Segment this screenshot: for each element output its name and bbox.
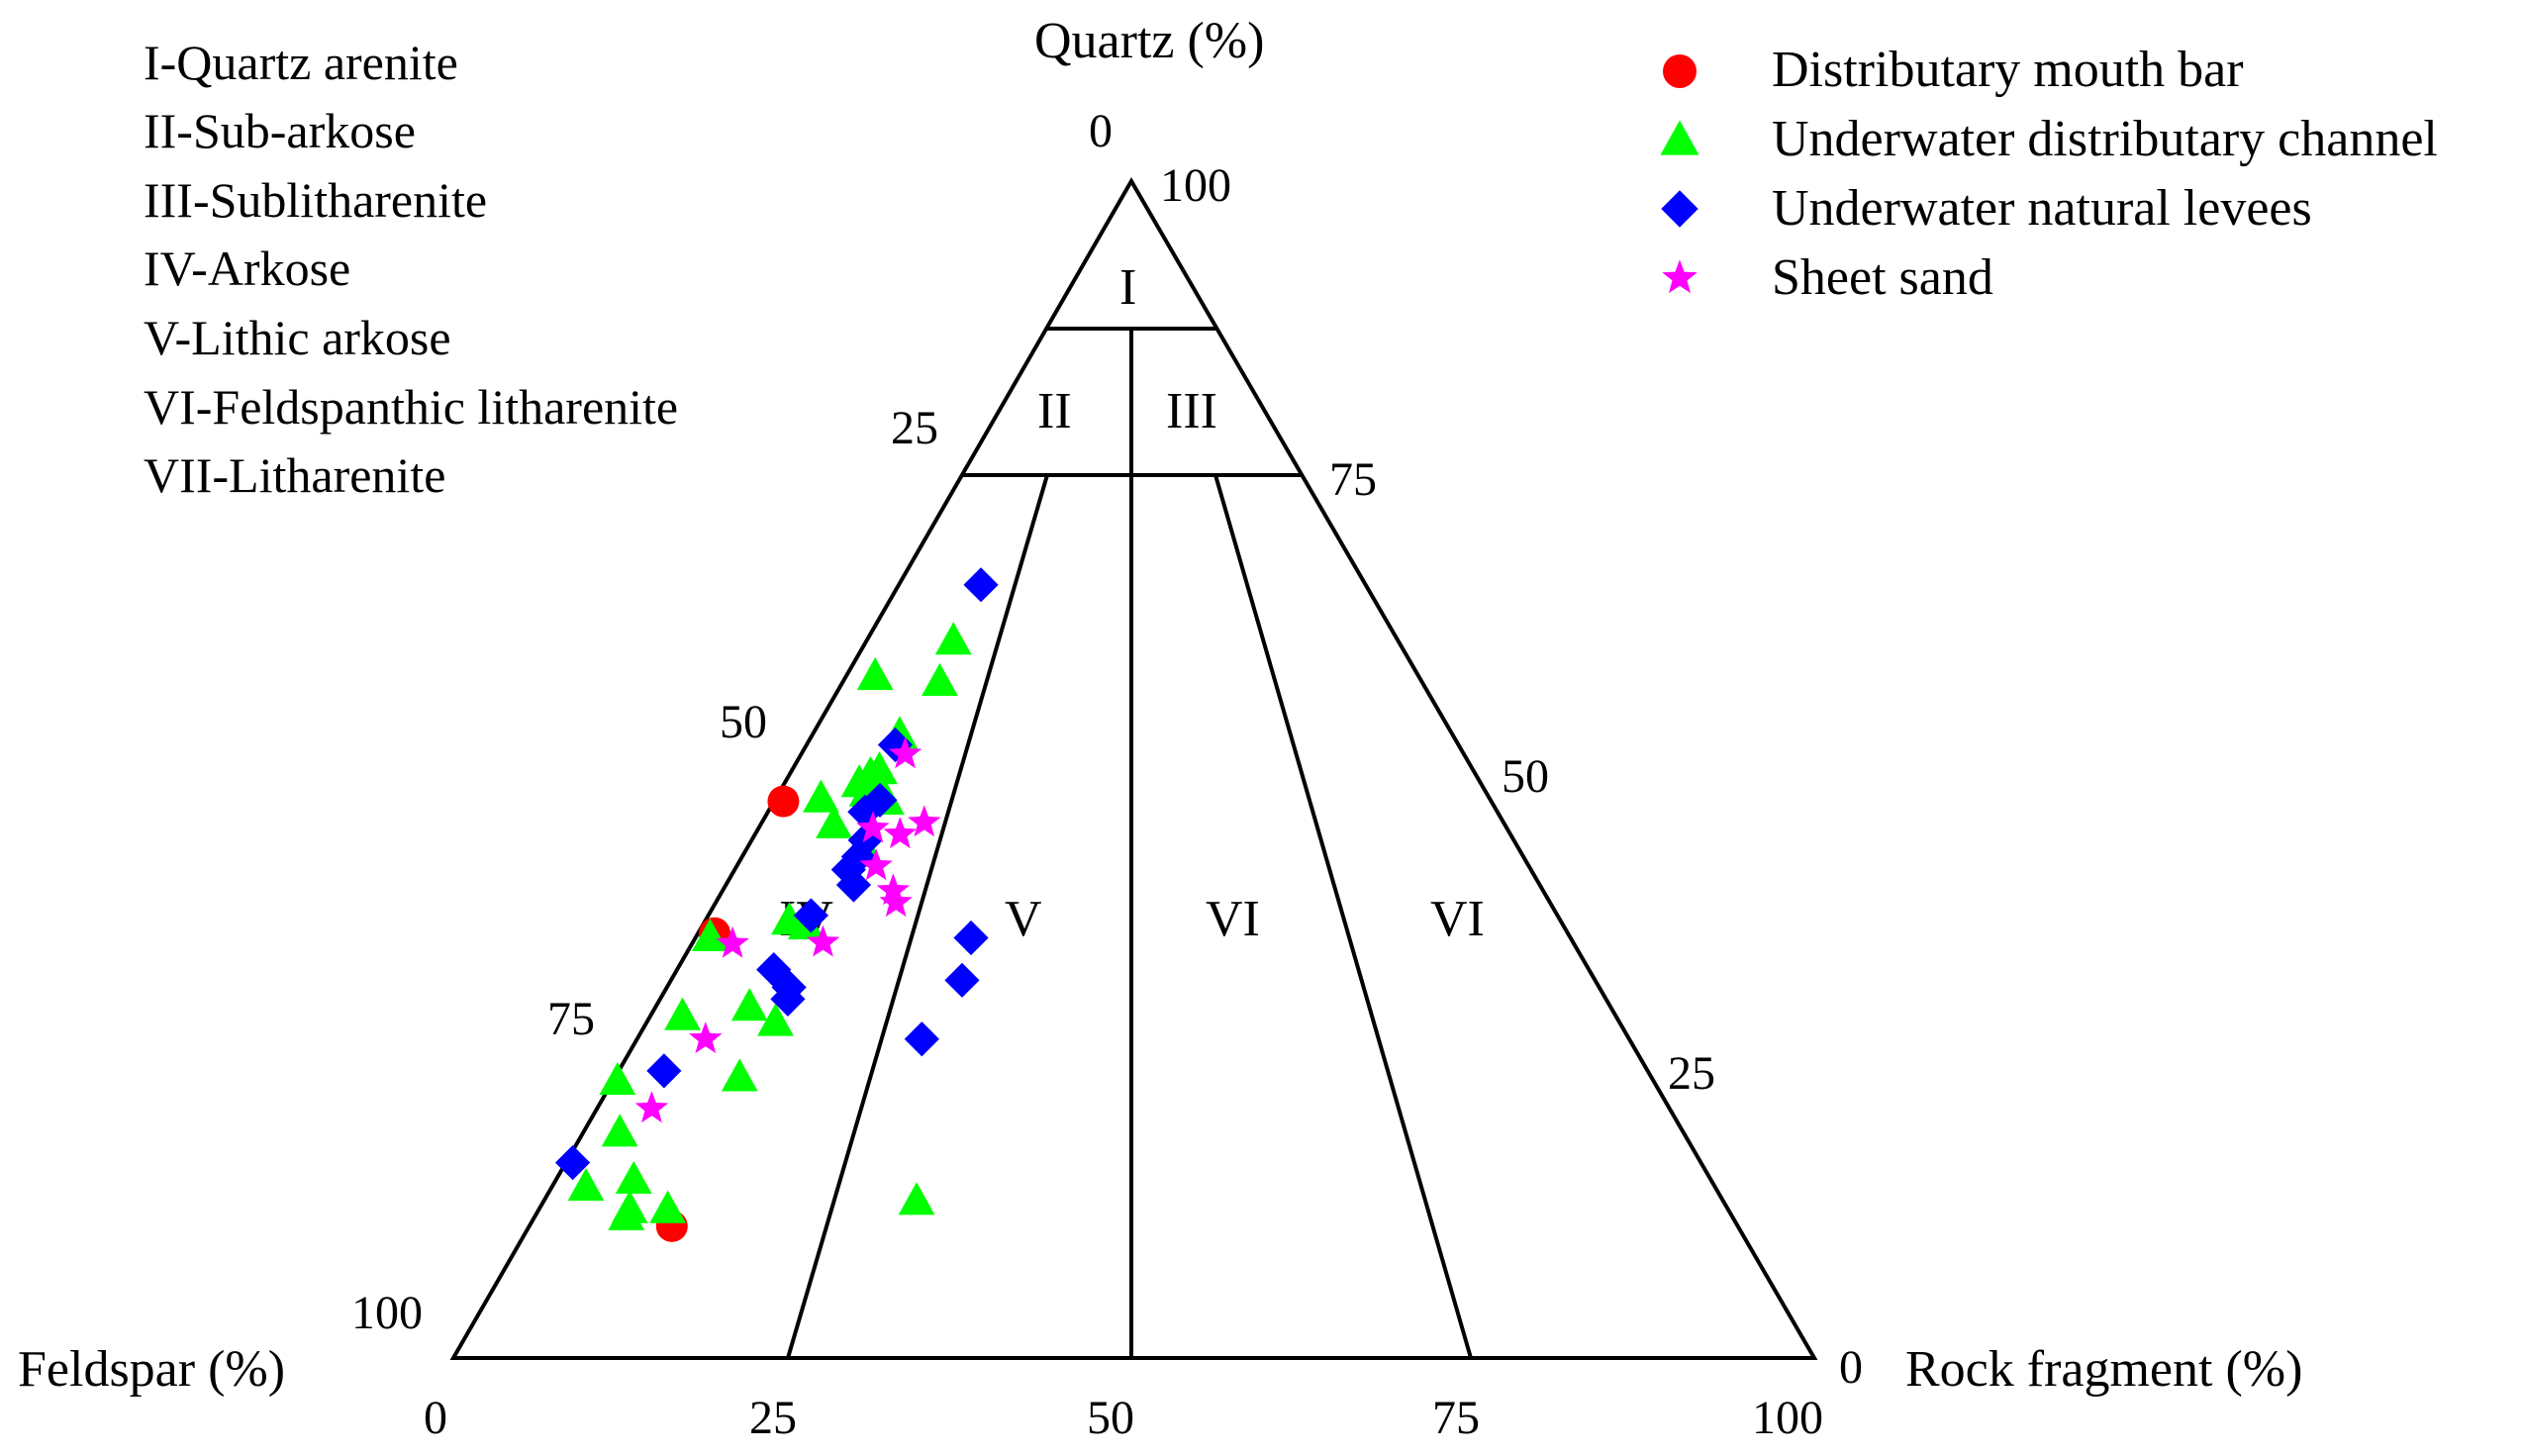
legend-marker-diamond (1661, 190, 1698, 228)
legend: Distributary mouth bar Underwater distri… (1660, 42, 2438, 306)
data-point-diamond (646, 1053, 682, 1089)
field-label-vi: VI (1206, 891, 1260, 947)
tick-label: 0 (424, 1392, 447, 1444)
data-point-diamond (793, 898, 828, 933)
legend-marker-diamond (1661, 190, 1698, 228)
data-point-diamond (953, 920, 989, 956)
tick-label: 50 (1087, 1392, 1134, 1444)
data-point-triangle (691, 918, 728, 952)
field-label-vii: VI (1430, 891, 1485, 947)
field-label-v: V (1005, 891, 1042, 947)
data-point-triangle (803, 779, 839, 813)
data-point-triangle (721, 1058, 758, 1092)
field-label-i: I (1119, 259, 1136, 316)
legend-label: Underwater natural levees (1772, 180, 2312, 237)
data-point-diamond (904, 1021, 939, 1057)
tick-label: 100 (351, 1287, 423, 1339)
data-point-star (806, 924, 840, 957)
tick-label: 25 (749, 1392, 797, 1444)
legend-marker-star (1662, 259, 1698, 294)
data-point-diamond (554, 1145, 591, 1181)
data-point-star (716, 925, 749, 958)
legend-item: Underwater natural levees (1661, 180, 2312, 237)
data-point-triangle (757, 1003, 794, 1036)
class-key-item: II-Sub-arkose (144, 103, 416, 158)
legend-item: Distributary mouth bar (1663, 42, 2244, 98)
rock-fragment-axis-title: Rock fragment (%) (1905, 1341, 2302, 1398)
data-point-star (888, 736, 922, 769)
data-point-star (883, 817, 918, 849)
data-point-triangle (816, 805, 852, 838)
data-point-star (634, 1091, 669, 1123)
tick-label: 75 (547, 993, 595, 1045)
data-point-triangle (649, 1190, 687, 1223)
data-point-triangle (898, 1182, 935, 1215)
tick-label: 0 (1089, 105, 1113, 157)
class-key-item: V-Lithic arkose (144, 310, 451, 365)
data-point-triangle (608, 1197, 645, 1230)
triangle-outline (449, 177, 1818, 1360)
class-key-item: III-Sublitharenite (144, 172, 487, 228)
class-key-item: IV-Arkose (144, 241, 350, 296)
data-point-triangle (730, 988, 768, 1021)
field-labels: I II III IV V VI VI (779, 259, 1485, 947)
data-point-star (908, 805, 941, 837)
data-point-triangle (852, 755, 889, 789)
field-label-ii: II (1037, 383, 1072, 439)
data-point-circle (767, 785, 800, 818)
legend-item: Sheet sand (1662, 249, 1993, 306)
quartz-axis-title: Quartz (%) (1034, 13, 1264, 69)
tick-label: 25 (1668, 1047, 1715, 1100)
data-point-diamond (963, 567, 999, 603)
data-point-diamond (944, 962, 980, 998)
data-point-star (856, 811, 890, 843)
data-point-triangle (567, 1168, 605, 1202)
tick-label: 100 (1752, 1392, 1823, 1444)
class-key-item: VII-Litharenite (144, 447, 445, 503)
legend-label: Underwater distributary channel (1772, 111, 2438, 167)
data-point-star (876, 873, 911, 906)
tick-label: 0 (1839, 1341, 1863, 1394)
data-point-star (689, 1021, 723, 1053)
tick-label: 100 (1160, 159, 1231, 212)
legend-marker-triangle (1660, 120, 1699, 155)
data-point-triangle (615, 1160, 652, 1194)
legend-label: Distributary mouth bar (1772, 42, 2244, 98)
data-point-diamond (830, 851, 866, 888)
data-point-triangle (856, 656, 894, 691)
data-point-triangle (664, 997, 701, 1030)
tick-label: 75 (1329, 453, 1377, 506)
tick-label: 25 (891, 402, 938, 454)
legend-marker-circle (1663, 54, 1697, 88)
data-points (554, 567, 999, 1242)
data-point-diamond (770, 981, 806, 1017)
data-point-star (859, 848, 893, 881)
class-key-item: VI-Feldspanthic litharenite (144, 379, 678, 435)
tick-label: 75 (1432, 1392, 1480, 1444)
field-label-iii: III (1166, 383, 1217, 439)
ratio-3-1-line (786, 474, 1049, 1359)
data-point-triangle (601, 1114, 638, 1147)
data-point-star (879, 885, 913, 918)
class-key: I-Quartz arenite II-Sub-arkose III-Subli… (144, 35, 678, 503)
legend-label: Sheet sand (1772, 249, 1993, 306)
data-point-diamond (835, 867, 872, 903)
tick-labels: 0 100 25 50 75 100 75 50 25 0 0 25 50 75… (351, 105, 1863, 1444)
feldspar-axis-title: Feldspar (%) (18, 1341, 285, 1398)
tick-label: 50 (1502, 750, 1549, 803)
legend-marker-triangle (1660, 120, 1699, 155)
legend-marker-star (1662, 259, 1698, 294)
legend-marker-circle (1663, 54, 1697, 88)
ratio-1-3-line (1213, 474, 1473, 1359)
legend-item: Underwater distributary channel (1660, 111, 2438, 167)
class-key-item: I-Quartz arenite (144, 35, 458, 90)
triangle-frame (449, 177, 1818, 1360)
tick-label: 50 (720, 696, 767, 748)
data-point-triangle (934, 622, 972, 655)
data-point-triangle (922, 662, 958, 697)
data-point-triangle (599, 1061, 636, 1096)
